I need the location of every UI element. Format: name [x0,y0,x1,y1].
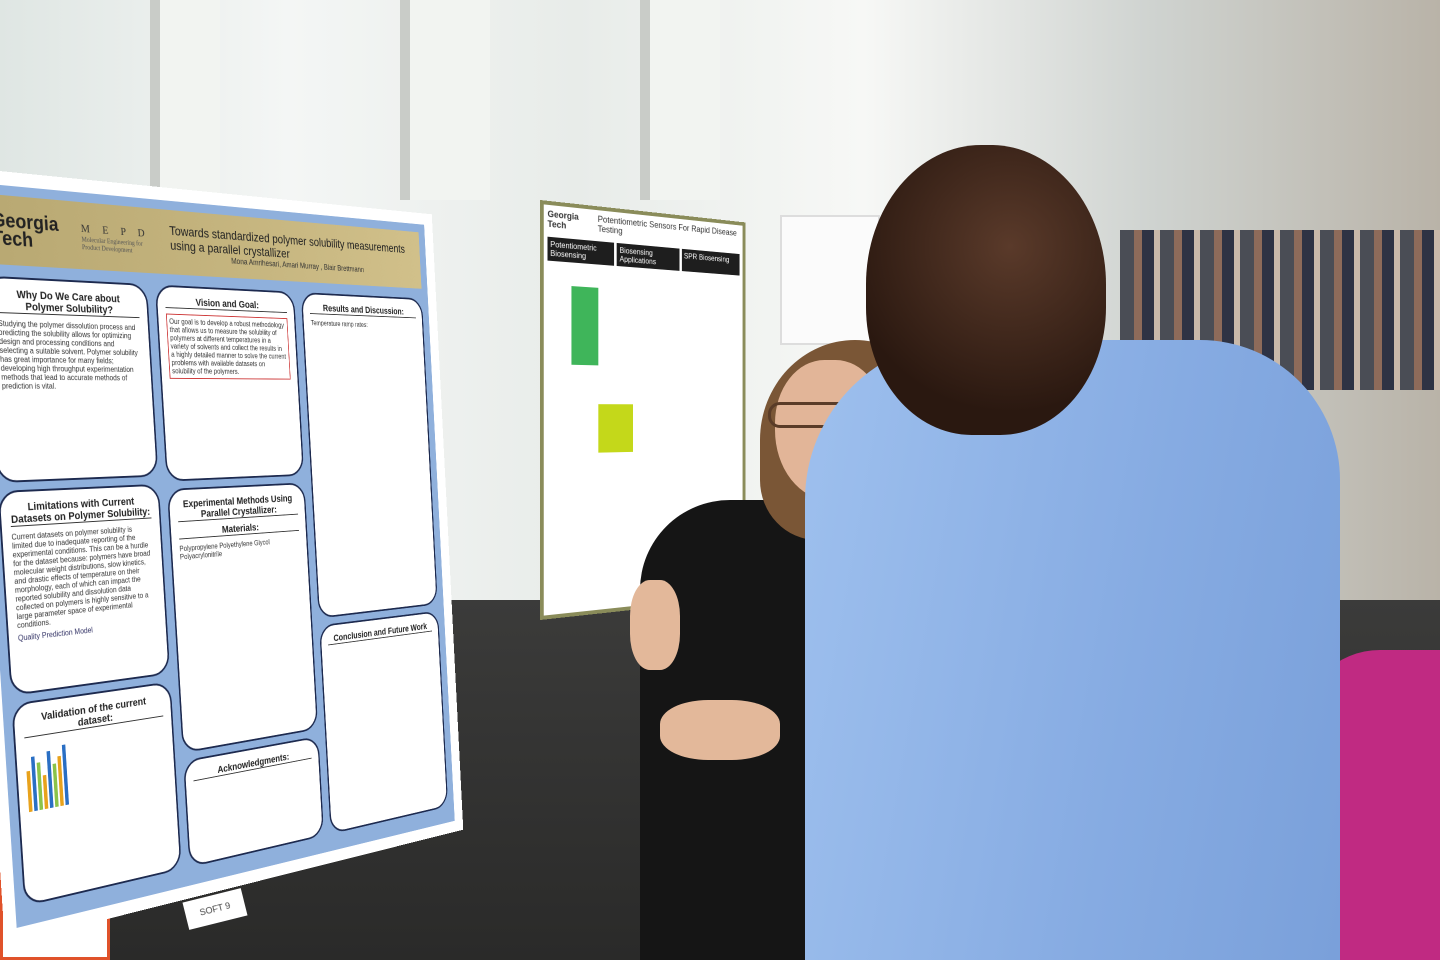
mepd-logo: M E P D Molecular Engineering for Product… [80,220,150,254]
georgia-tech-logo: Georgia Tech [0,209,60,252]
poster-banner: Georgia Tech M E P D Molecular Engineerin… [0,192,422,289]
window [400,0,490,200]
panel-results: Results and Discussion: Temperature ramp … [300,292,438,619]
main-poster: Georgia Tech M E P D Molecular Engineerin… [0,166,464,945]
figure [598,404,634,453]
georgia-tech-logo: Georgia Tech [547,208,579,231]
window [640,0,720,200]
panel-vision: Vision and Goal: Our goal is to develop a… [154,284,305,482]
bar-chart-graphic [25,722,167,813]
figure [571,286,599,366]
panel-why: Why Do We Care about Polymer Solubility?… [0,275,159,484]
panel-methods: Experimental Methods Using Parallel Crys… [166,482,319,754]
column-heading: SPR Biosensing [681,248,740,276]
panel-conclusion: Conclusion and Future Work [319,610,449,835]
visitor-man-shirt [805,340,1340,960]
panel-validation: Validation of the current dataset: [11,681,182,907]
panel-acknowledgments: Acknowledgments: [182,735,325,868]
presenter-hand [660,700,780,760]
presenter-hand [630,580,680,670]
column-heading: Potentiometric Biosensing [547,236,615,266]
visitor-man-head [866,145,1106,435]
panel-limitations: Limitations with Current Datasets on Pol… [0,483,170,697]
window [150,0,220,200]
distant-poster [780,215,880,345]
column-heading: Biosensing Applications [616,242,680,271]
